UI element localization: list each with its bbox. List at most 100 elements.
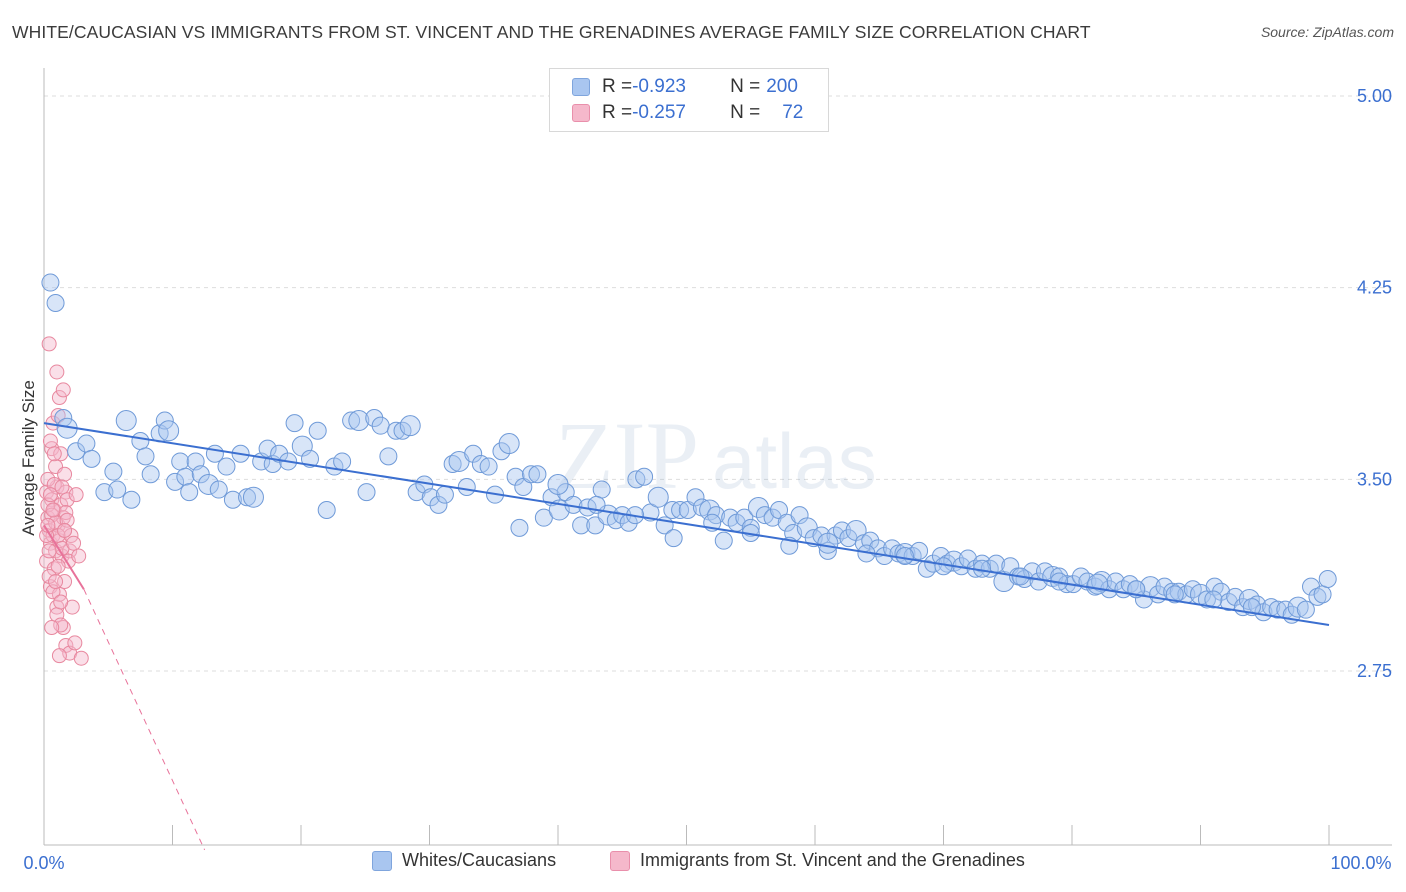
data-point-whites	[104, 462, 123, 481]
data-point-whites	[735, 508, 754, 527]
data-point-immigrants	[48, 574, 64, 590]
data-point-whites	[115, 410, 137, 432]
data-point-immigrants	[67, 635, 83, 651]
stats-row-whites: R = -0.923 N = 200	[572, 75, 798, 99]
data-point-whites	[714, 531, 733, 550]
data-point-whites	[41, 273, 60, 292]
x-tick-label: 100.0%	[1330, 853, 1391, 873]
data-point-immigrants	[55, 382, 71, 398]
r-value: -0.257	[632, 102, 686, 123]
data-point-whites	[333, 452, 352, 471]
data-point-immigrants	[54, 479, 70, 495]
data-point-whites	[1165, 585, 1184, 604]
data-point-whites	[647, 486, 669, 508]
data-point-whites	[348, 410, 370, 432]
data-point-immigrants	[59, 492, 75, 508]
data-point-immigrants	[42, 487, 58, 503]
data-point-immigrants	[49, 364, 65, 380]
legend-item-whites[interactable]: Whites/Caucasians	[372, 850, 556, 871]
data-point-whites	[209, 480, 228, 499]
data-point-immigrants	[53, 594, 69, 610]
data-point-immigrants	[45, 502, 61, 518]
data-point-immigrants	[68, 487, 84, 503]
data-point-whites	[741, 518, 760, 537]
legend-label-whites: Whites/Caucasians	[402, 850, 557, 870]
data-point-whites	[1204, 590, 1223, 609]
data-point-whites	[664, 529, 683, 548]
data-point-whites	[592, 480, 611, 499]
data-point-immigrants	[42, 433, 58, 449]
n-label: N =	[730, 76, 761, 97]
data-point-whites	[365, 409, 384, 427]
data-point-whites	[817, 532, 839, 554]
y-tick-label: 3.50	[1357, 469, 1392, 489]
n-value: 200	[766, 76, 798, 97]
data-point-whites	[498, 433, 520, 455]
data-point-whites	[435, 485, 454, 504]
data-point-whites	[371, 416, 390, 435]
data-point-whites	[136, 447, 155, 466]
data-point-whites	[46, 294, 65, 312]
data-point-whites	[429, 495, 448, 514]
data-point-whites	[1313, 585, 1332, 604]
r-label: R =	[602, 76, 633, 97]
data-point-whites	[510, 518, 529, 537]
data-point-whites	[1318, 570, 1337, 588]
data-point-immigrants	[53, 617, 69, 633]
trend-line-immigrants-extension	[83, 589, 206, 851]
immigrants-swatch	[572, 104, 590, 122]
data-point-whites	[1268, 600, 1287, 619]
data-point-whites	[528, 465, 547, 484]
data-point-immigrants	[51, 648, 67, 664]
axes	[43, 68, 1392, 846]
data-point-whites	[342, 411, 361, 430]
data-point-immigrants	[66, 535, 82, 551]
legend-item-immigrants[interactable]: Immigrants from St. Vincent and the Gren…	[610, 850, 1025, 871]
data-point-whites	[308, 421, 327, 440]
data-point-whites	[407, 483, 426, 502]
data-point-whites	[1212, 582, 1231, 601]
x-tick-label: 0.0%	[23, 853, 64, 873]
tick-labels: 2.75 3.50 4.25 5.00 0.0% 100.0%	[23, 86, 1392, 873]
series-immigrants-points	[39, 336, 89, 666]
watermark-atlas: atlas	[712, 417, 877, 505]
data-point-whites	[457, 478, 476, 496]
r-value: -0.923	[632, 76, 686, 97]
whites-swatch	[572, 78, 590, 96]
data-point-whites	[492, 442, 511, 461]
data-point-immigrants	[51, 390, 67, 406]
data-point-whites	[1050, 567, 1069, 586]
y-tick-label: 5.00	[1357, 86, 1392, 106]
source-credit: Source: ZipAtlas.com	[1260, 24, 1394, 40]
y-tick-label: 4.25	[1357, 278, 1392, 298]
n-label: N =	[730, 102, 761, 123]
data-point-whites	[223, 490, 242, 509]
data-point-whites	[242, 486, 264, 508]
data-point-whites	[357, 483, 376, 502]
data-point-immigrants	[55, 620, 71, 636]
data-point-whites	[285, 414, 304, 433]
data-point-whites	[176, 467, 195, 486]
data-point-whites	[832, 521, 851, 540]
y-tick-label: 2.75	[1357, 661, 1392, 681]
data-point-whites	[67, 442, 86, 461]
data-point-whites	[663, 501, 682, 519]
legend-swatch-immigrants	[610, 850, 630, 871]
data-point-whites	[180, 483, 199, 502]
data-point-immigrants	[57, 466, 73, 482]
r-label: R =	[602, 102, 633, 123]
data-point-whites	[1296, 600, 1315, 619]
data-point-whites	[958, 549, 977, 568]
stats-row-immigrants: R = -0.257 N = 72	[572, 101, 803, 125]
data-point-whites	[443, 455, 462, 473]
data-point-immigrants	[57, 522, 73, 538]
data-point-immigrants	[41, 543, 57, 559]
data-point-whites	[158, 420, 180, 442]
data-point-immigrants	[44, 620, 60, 636]
data-point-whites	[1308, 587, 1327, 606]
data-point-whites	[547, 473, 569, 495]
data-point-whites	[82, 449, 101, 468]
data-point-immigrants	[46, 446, 62, 462]
data-point-whites	[171, 452, 190, 471]
